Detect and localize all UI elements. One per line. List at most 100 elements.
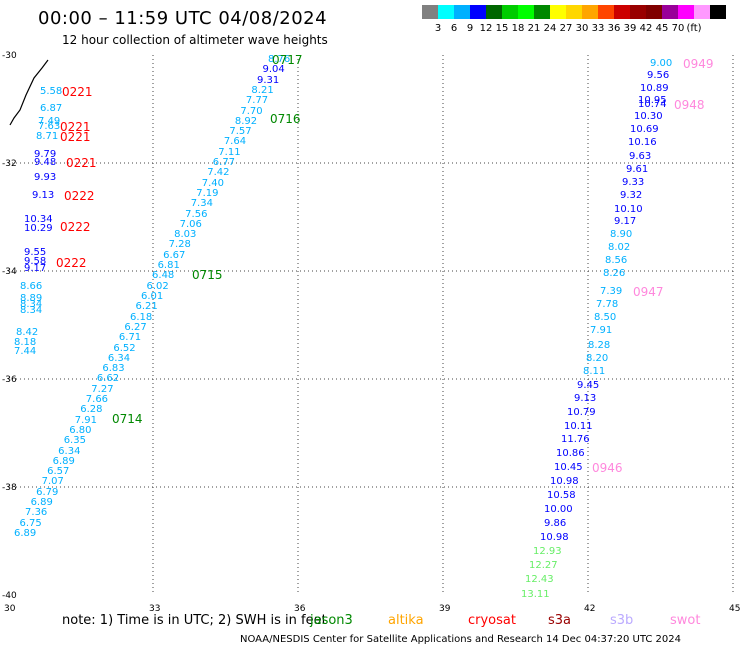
scale-swatch [646, 5, 662, 19]
time-label: 0221 [60, 130, 91, 144]
legend-item-jason3: jason3 [310, 613, 353, 628]
scale-label: 9 [466, 23, 474, 34]
legend-item-swot: swot [670, 613, 701, 628]
wave-height-value: 12.27 [529, 560, 558, 571]
wave-height-value: 9.86 [544, 518, 567, 529]
wave-height-value: 7.56 [185, 208, 208, 220]
wave-height-value: 8.90 [610, 229, 633, 240]
wave-height-value: 7.19 [196, 187, 219, 199]
wave-height-value: 7.39 [600, 286, 623, 297]
time-label: 0222 [56, 256, 87, 270]
scale-swatch [598, 5, 614, 19]
scale-label: 15 [495, 23, 509, 34]
legend-item-altika: altika [388, 613, 424, 628]
scale-label: (ft) [686, 23, 702, 34]
wave-height-value: 7.28 [168, 239, 191, 251]
scale-swatch [678, 5, 694, 19]
x-tick-label: 30 [4, 604, 16, 614]
wave-height-value: 6.75 [19, 517, 42, 529]
time-label: 0714 [112, 412, 143, 426]
wave-height-value: 7.44 [14, 346, 37, 357]
wave-height-value: 10.11 [564, 421, 593, 432]
scale-swatch [438, 5, 454, 19]
wave-height-value: 10.34 [24, 214, 53, 225]
scale-label: 24 [543, 23, 557, 34]
grid-lines [8, 55, 734, 595]
wave-height-value: 9.17 [24, 263, 47, 274]
scale-swatch [534, 5, 550, 19]
wave-height-value: 9.00 [650, 58, 673, 69]
wave-height-value: 7.27 [91, 383, 114, 395]
wave-height-value: 6.81 [157, 260, 180, 272]
wave-height-value: 6.48 [152, 270, 175, 282]
y-tick-label: -40 [2, 591, 17, 601]
wave-height-value: 8.02 [608, 242, 631, 253]
page-title: 00:00 – 11:59 UTC 04/08/2024 [38, 8, 328, 29]
page-subtitle: 12 hour collection of altimeter wave hei… [62, 33, 328, 47]
wave-height-value: 6.18 [129, 311, 153, 323]
wave-height-value: 7.66 [85, 394, 109, 406]
wave-height-value: 9.17 [614, 216, 637, 227]
scale-label: 12 [479, 23, 493, 34]
x-tick-label: 33 [149, 604, 161, 614]
wave-height-value: 8.21 [251, 84, 274, 96]
wave-height-value: 8.26 [603, 268, 626, 279]
wave-height-value: 10.00 [544, 504, 573, 515]
wave-height-value: 8.20 [586, 353, 609, 364]
wave-height-value: 7.34 [190, 198, 213, 210]
wave-height-value: 8.76 [268, 54, 291, 65]
wave-height-value: 9.31 [256, 74, 280, 86]
wave-height-value: 7.49 [38, 116, 61, 127]
wave-height-value: 13.11 [521, 589, 550, 600]
scale-swatch [422, 5, 438, 19]
wave-height-value: 6.02 [146, 280, 169, 292]
time-label: 0716 [270, 112, 301, 126]
time-label: 0946 [592, 461, 623, 475]
time-label: 0222 [60, 220, 91, 234]
y-tick-label: -32 [2, 159, 17, 169]
wave-height-value: 8.71 [36, 131, 59, 142]
wave-height-value: 6.89 [14, 528, 37, 539]
wave-height-value: 10.98 [540, 532, 569, 543]
coastline [9, 59, 49, 126]
wave-height-value: 7.57 [229, 126, 252, 138]
wave-height-value: 6.89 [30, 497, 53, 509]
wave-height-value: 12.93 [533, 546, 562, 557]
y-tick-label: -38 [2, 483, 17, 493]
wave-height-value: 9.13 [574, 393, 597, 404]
credit-line: NOAA/NESDIS Center for Satellite Applica… [240, 634, 682, 645]
wave-height-value: 6.87 [40, 103, 63, 114]
wave-height-value: 9.56 [647, 70, 670, 81]
x-tick-label: 45 [729, 604, 740, 614]
x-tick-label: 39 [439, 604, 451, 614]
wave-height-value: 6.01 [141, 291, 164, 302]
time-label: 0717 [272, 53, 303, 67]
scale-swatch [486, 5, 502, 19]
scale-label: 6 [450, 23, 458, 34]
wave-height-value: 6.57 [47, 466, 70, 478]
wave-height-value: 9.63 [629, 151, 652, 162]
scale-swatch [710, 5, 726, 19]
legend-item-cryosat: cryosat [468, 613, 516, 628]
time-label: 0221 [62, 85, 93, 99]
scale-swatch [502, 5, 518, 19]
wave-height-value: 6.77 [212, 157, 236, 169]
wave-height-value: 8.11 [583, 366, 606, 377]
wave-height-value: 6.52 [113, 342, 136, 354]
wave-height-value: 9.13 [32, 190, 55, 201]
wave-height-value: 11.76 [561, 434, 590, 445]
wave-height-value: 8.92 [234, 115, 258, 127]
wave-height-value: 12.43 [525, 574, 554, 585]
scale-swatch [694, 5, 710, 19]
wave-height-value: 6.79 [36, 486, 59, 498]
y-tick-label: -36 [2, 375, 17, 385]
scale-label: 45 [655, 23, 669, 34]
time-label: 0948 [674, 98, 705, 112]
wave-height-value: 6.34 [58, 445, 81, 457]
scale-label: 33 [591, 23, 605, 34]
wave-height-value: 7.63 [38, 121, 61, 132]
scale-swatch [566, 5, 582, 19]
wave-height-value: 7.64 [223, 136, 247, 148]
scale-swatch [550, 5, 566, 19]
wave-height-value: 9.55 [24, 247, 47, 258]
